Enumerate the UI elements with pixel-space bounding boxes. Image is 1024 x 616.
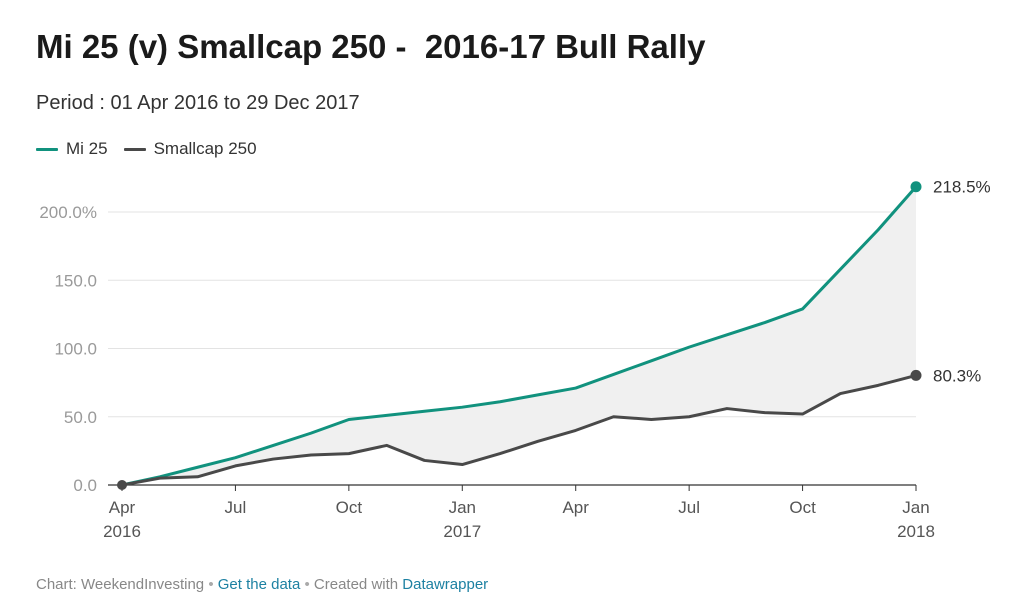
footer-separator: • <box>300 576 314 593</box>
legend-item-mi25: Mi 25 <box>36 139 108 159</box>
datawrapper-link[interactable]: Datawrapper <box>402 576 489 593</box>
footer-source: Chart: WeekendInvesting <box>36 576 205 593</box>
legend-label-mi25: Mi 25 <box>66 139 108 158</box>
chart-subtitle: Period : 01 Apr 2016 to 29 Dec 2017 <box>36 92 360 114</box>
x-tick-label: Apr <box>109 498 136 517</box>
legend-swatch-smallcap250 <box>123 147 146 151</box>
series-end-point-mi25 <box>910 181 922 193</box>
x-tick-label: Apr <box>562 498 589 517</box>
legend-label-smallcap250: Smallcap 250 <box>153 139 257 158</box>
get-the-data-link[interactable]: Get the data <box>217 576 301 593</box>
y-tick-label: 200.0% <box>39 203 97 222</box>
x-tick-label: Oct <box>789 498 816 517</box>
x-tick-label: 2016 <box>103 522 141 541</box>
x-tick-label: Oct <box>336 498 363 517</box>
series-end-point-smallcap250 <box>910 369 922 381</box>
x-tick-label: Jul <box>225 498 247 517</box>
chart-title: Mi 25 (v) Smallcap 250 - 2016-17 Bull Ra… <box>36 28 706 65</box>
x-tick-label: 2017 <box>443 522 481 541</box>
x-tick-label: 2018 <box>897 522 935 541</box>
series-start-point <box>117 480 127 490</box>
area-between-series <box>122 186 916 485</box>
line-chart: 0.0 50.0 100.0 150.0 200.0% Apr 2016 Jul Oct Jan 2… <box>39 178 991 541</box>
y-tick-label: 100.0 <box>54 340 97 359</box>
x-tick-label: Jan <box>449 498 476 517</box>
x-tick-label: Jan <box>902 498 929 517</box>
chart-footer: Chart: WeekendInvesting • Get the data •… <box>36 576 488 593</box>
legend-swatch-mi25 <box>36 147 58 151</box>
legend: Mi 25 Smallcap 250 <box>36 139 257 159</box>
end-label-mi25: 218.5% <box>933 178 991 197</box>
series-line-mi25 <box>120 185 918 487</box>
y-tick-label: 150.0 <box>54 271 97 290</box>
y-tick-label: 0.0 <box>73 476 97 495</box>
y-tick-label: 50.0 <box>64 408 97 427</box>
x-tick-label: Jul <box>678 498 700 517</box>
legend-item-smallcap250: Smallcap 250 <box>123 139 257 159</box>
end-label-smallcap250: 80.3% <box>933 366 981 385</box>
footer-separator: • <box>204 576 218 593</box>
footer-created-with: Created with <box>313 576 403 593</box>
series-line-smallcap250 <box>120 373 918 487</box>
